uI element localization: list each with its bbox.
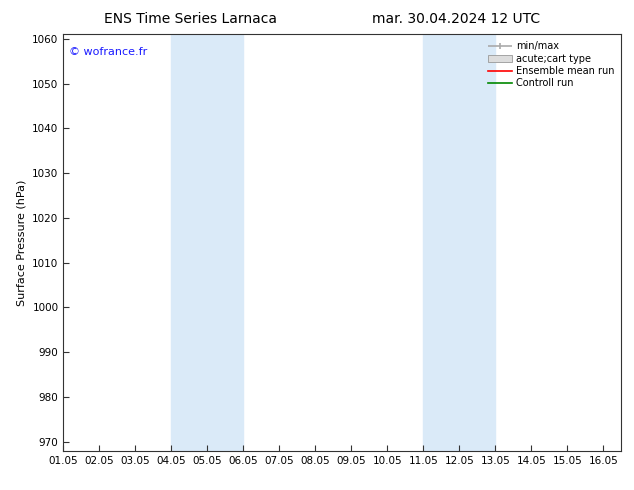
Y-axis label: Surface Pressure (hPa): Surface Pressure (hPa) [16, 179, 27, 306]
Bar [424, 34, 495, 451]
Bar [171, 34, 243, 451]
Legend: min/max, acute;cart type, Ensemble mean run, Controll run: min/max, acute;cart type, Ensemble mean … [486, 39, 616, 90]
Text: mar. 30.04.2024 12 UTC: mar. 30.04.2024 12 UTC [372, 12, 541, 26]
Text: © wofrance.fr: © wofrance.fr [69, 47, 147, 57]
Text: ENS Time Series Larnaca: ENS Time Series Larnaca [104, 12, 276, 26]
